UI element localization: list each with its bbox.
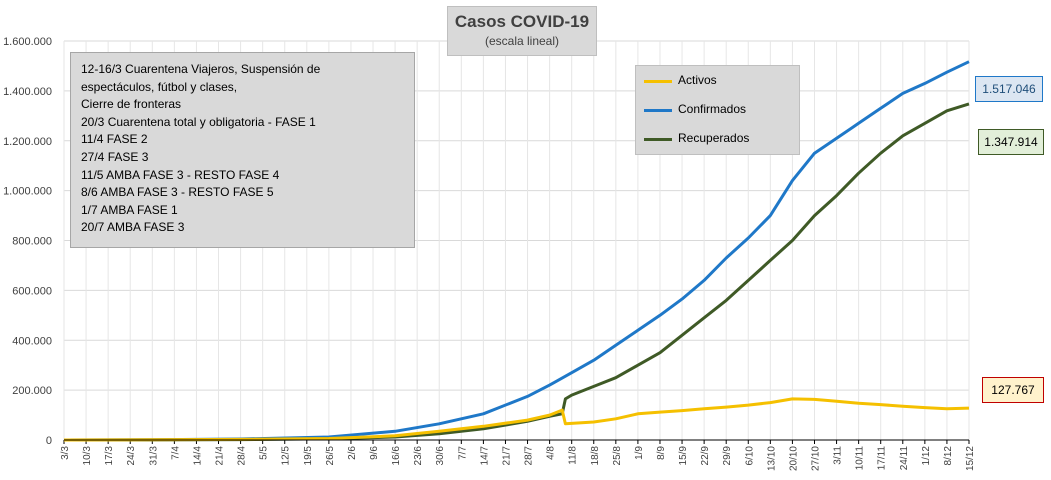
x-tick-label: 12/5 [281,446,292,466]
legend: Activos Confirmados Recuperados [635,65,800,155]
series-lines [63,60,970,442]
legend-swatch-confirmados [644,109,672,112]
end-label-activos: 127.767 [982,377,1044,403]
note-line: 20/7 AMBA FASE 3 [81,220,185,235]
note-line: Cierre de fronteras [81,97,182,112]
x-tick-label: 14/4 [192,446,203,466]
x-tick-label: 29/9 [722,446,733,466]
x-tick-label: 21/7 [501,446,512,466]
y-tick-label: 1.200.000 [3,136,52,148]
x-tick-label: 15/12 [965,446,976,471]
x-tick-label: 14/7 [479,446,490,466]
y-tick-label: 800.000 [12,236,52,248]
x-tick-label: 7/4 [170,446,181,460]
x-tick-label: 8/9 [656,446,667,460]
x-tick-label: 1/12 [921,446,932,466]
x-tick-label: 3/11 [833,446,844,465]
y-tick-label: 1.600.000 [3,36,52,48]
legend-swatch-recuperados [644,138,672,141]
x-tick-label: 6/10 [744,446,755,466]
series-line-activos [63,397,970,442]
x-tick-label: 28/4 [237,446,248,466]
x-tick-label: 2/6 [347,446,358,460]
x-axis-ticks: 3/3 10/3 17/3 24/3 31/3 7/4 14/4 21/4 28/4 5/5 12/… [60,440,976,471]
x-tick-label: 15/9 [678,446,689,466]
x-tick-label: 28/7 [524,446,535,466]
note-line: 27/4 FASE 3 [81,149,149,164]
x-tick-label: 31/3 [148,446,159,466]
x-tick-label: 10/11 [855,446,866,471]
y-tick-label: 400.000 [12,335,52,347]
x-tick-label: 16/6 [391,446,402,466]
note-line: 1/7 AMBA FASE 1 [81,202,178,217]
x-tick-label: 24/3 [126,446,137,466]
legend-label-activos: Activos [678,73,717,87]
x-tick-label: 17/11 [877,446,888,471]
end-label-recuperados: 1.347.914 [978,129,1044,155]
note-line: 12-16/3 Cuarentena Viajeros, Suspensión … [81,62,321,76]
x-tick-label: 4/8 [546,446,557,460]
x-tick-label: 24/11 [899,446,910,471]
note-line: 11/4 FASE 2 [81,132,148,147]
x-tick-label: 25/8 [612,446,623,466]
x-tick-label: 9/6 [369,446,380,460]
x-tick-label: 8/12 [943,446,954,466]
x-tick-label: 3/3 [60,446,71,460]
x-tick-label: 1/9 [634,446,645,460]
note-line: 20/3 Cuarentena total y obligatoria - FA… [81,114,316,129]
x-tick-label: 23/6 [413,446,424,466]
x-tick-label: 18/8 [590,446,601,466]
y-tick-label: 600.000 [12,285,52,297]
legend-label-recuperados: Recuperados [678,131,750,145]
x-tick-label: 20/10 [788,446,799,471]
x-tick-label: 27/10 [810,446,821,471]
note-line: 8/6 AMBA FASE 3 - RESTO FASE 5 [81,185,274,200]
chart-title-box: Casos COVID-19 (escala lineal) [447,6,597,56]
x-tick-label: 11/8 [568,446,579,465]
x-tick-label: 30/6 [435,446,446,466]
chart-subtitle: (escala lineal) [484,34,560,48]
y-tick-label: 1.400.000 [3,86,52,98]
x-tick-label: 13/10 [766,446,777,471]
series-line-recuperados [63,102,970,442]
note-line: espectáculos, fútbol y clases, [81,79,238,94]
end-label-confirmados: 1.517.046 [975,76,1043,102]
x-tick-label: 7/7 [457,446,468,460]
notes-box: 12-16/3 Cuarentena Viajeros, Suspensión … [70,52,415,248]
legend-label-confirmados: Confirmados [678,102,747,116]
y-tick-label: 200.000 [12,385,52,397]
x-tick-label: 19/5 [303,446,314,466]
x-tick-label: 21/4 [215,446,226,466]
x-tick-label: 5/5 [259,446,270,460]
y-tick-label: 1.000.000 [3,186,52,198]
y-axis-ticks: 0 200.000 400.000 600.000 800.000 1.000.000 1.… [3,36,52,447]
x-tick-label: 26/5 [325,446,336,466]
chart-title: Casos COVID-19 [454,12,590,31]
x-tick-label: 22/9 [700,446,711,466]
y-tick-label: 0 [46,435,52,447]
x-tick-label: 17/3 [104,446,115,466]
legend-swatch-activos [644,80,672,83]
series-line-confirmados [63,60,970,442]
note-line: 11/5 AMBA FASE 3 - RESTO FASE 4 [81,167,280,182]
x-tick-label: 10/3 [82,446,93,466]
